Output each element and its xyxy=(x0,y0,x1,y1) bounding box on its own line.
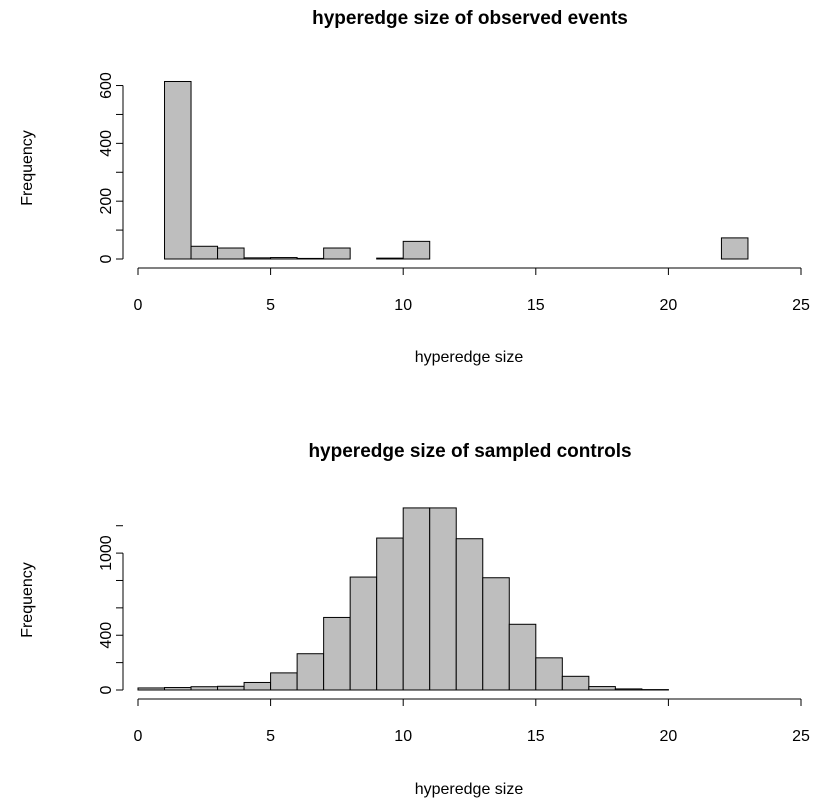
y-axis-label: Frequency xyxy=(19,562,36,638)
histogram-bar xyxy=(402,240,431,260)
x-tick-label: 25 xyxy=(792,297,810,314)
y-axis-label: Frequency xyxy=(19,130,36,206)
histogram-bar xyxy=(508,623,537,691)
y-tick-label: 400 xyxy=(98,130,115,157)
chart-title: hyperedge size of observed events xyxy=(312,8,628,29)
histogram-bar xyxy=(323,247,351,260)
histogram-bar xyxy=(217,247,245,260)
histogram-observed-events: hyperedge size of observed events Freque… xyxy=(19,8,810,366)
y-tick-label: 1000 xyxy=(98,535,115,571)
histogram-bar xyxy=(270,672,298,691)
histogram-bar xyxy=(164,687,192,691)
x-tick-label: 20 xyxy=(660,297,678,314)
x-tick-label: 10 xyxy=(394,297,412,314)
x-tick-label: 5 xyxy=(266,297,275,314)
bars xyxy=(164,80,749,260)
y-axis: 0 200 400 600 xyxy=(98,72,124,263)
histogram-bar xyxy=(217,685,245,691)
x-tick-label: 0 xyxy=(134,297,143,314)
histogram-bar xyxy=(296,257,325,260)
histogram-bar xyxy=(190,686,219,691)
x-axis: 0 5 10 15 20 25 xyxy=(134,698,810,745)
histogram-bar xyxy=(614,688,643,691)
histogram-bar xyxy=(164,80,192,260)
x-tick-label: 15 xyxy=(527,728,545,745)
x-axis: 0 5 10 15 20 25 xyxy=(134,267,810,314)
histogram-bar xyxy=(137,687,166,691)
histogram-bar xyxy=(429,507,457,691)
histogram-sampled-controls: hyperedge size of sampled controls Frequ… xyxy=(19,441,810,798)
histogram-bar xyxy=(349,576,378,691)
y-tick-label: 600 xyxy=(98,72,115,99)
histogram-bar xyxy=(376,537,404,691)
y-tick-label: 0 xyxy=(98,685,115,694)
x-tick-label: 10 xyxy=(394,728,412,745)
histogram-bar xyxy=(270,257,298,260)
histogram-bar xyxy=(323,616,351,691)
bars xyxy=(137,507,669,691)
histogram-bar xyxy=(296,653,325,691)
histogram-bar xyxy=(561,675,590,691)
y-tick-label: 0 xyxy=(98,254,115,263)
x-tick-label: 15 xyxy=(527,297,545,314)
x-tick-label: 25 xyxy=(792,728,810,745)
x-axis-label: hyperedge size xyxy=(415,781,524,798)
y-tick-label: 200 xyxy=(98,188,115,215)
histogram-bar xyxy=(535,657,563,691)
x-tick-label: 0 xyxy=(134,728,143,745)
x-tick-label: 5 xyxy=(266,728,275,745)
histogram-bar xyxy=(376,257,404,260)
histogram-bar xyxy=(190,245,219,260)
histogram-bar xyxy=(720,237,749,260)
chart-title: hyperedge size of sampled controls xyxy=(308,441,631,462)
histogram-bar xyxy=(482,577,510,691)
y-tick-label: 400 xyxy=(98,622,115,649)
x-tick-label: 20 xyxy=(660,728,678,745)
histogram-bar xyxy=(243,681,272,691)
x-axis-label: hyperedge size xyxy=(415,349,524,366)
y-axis: 0 400 1000 xyxy=(98,525,124,694)
histogram-bar xyxy=(402,507,431,691)
histogram-bar xyxy=(455,538,484,691)
histogram-bar xyxy=(243,257,272,260)
histogram-bar xyxy=(588,686,616,691)
